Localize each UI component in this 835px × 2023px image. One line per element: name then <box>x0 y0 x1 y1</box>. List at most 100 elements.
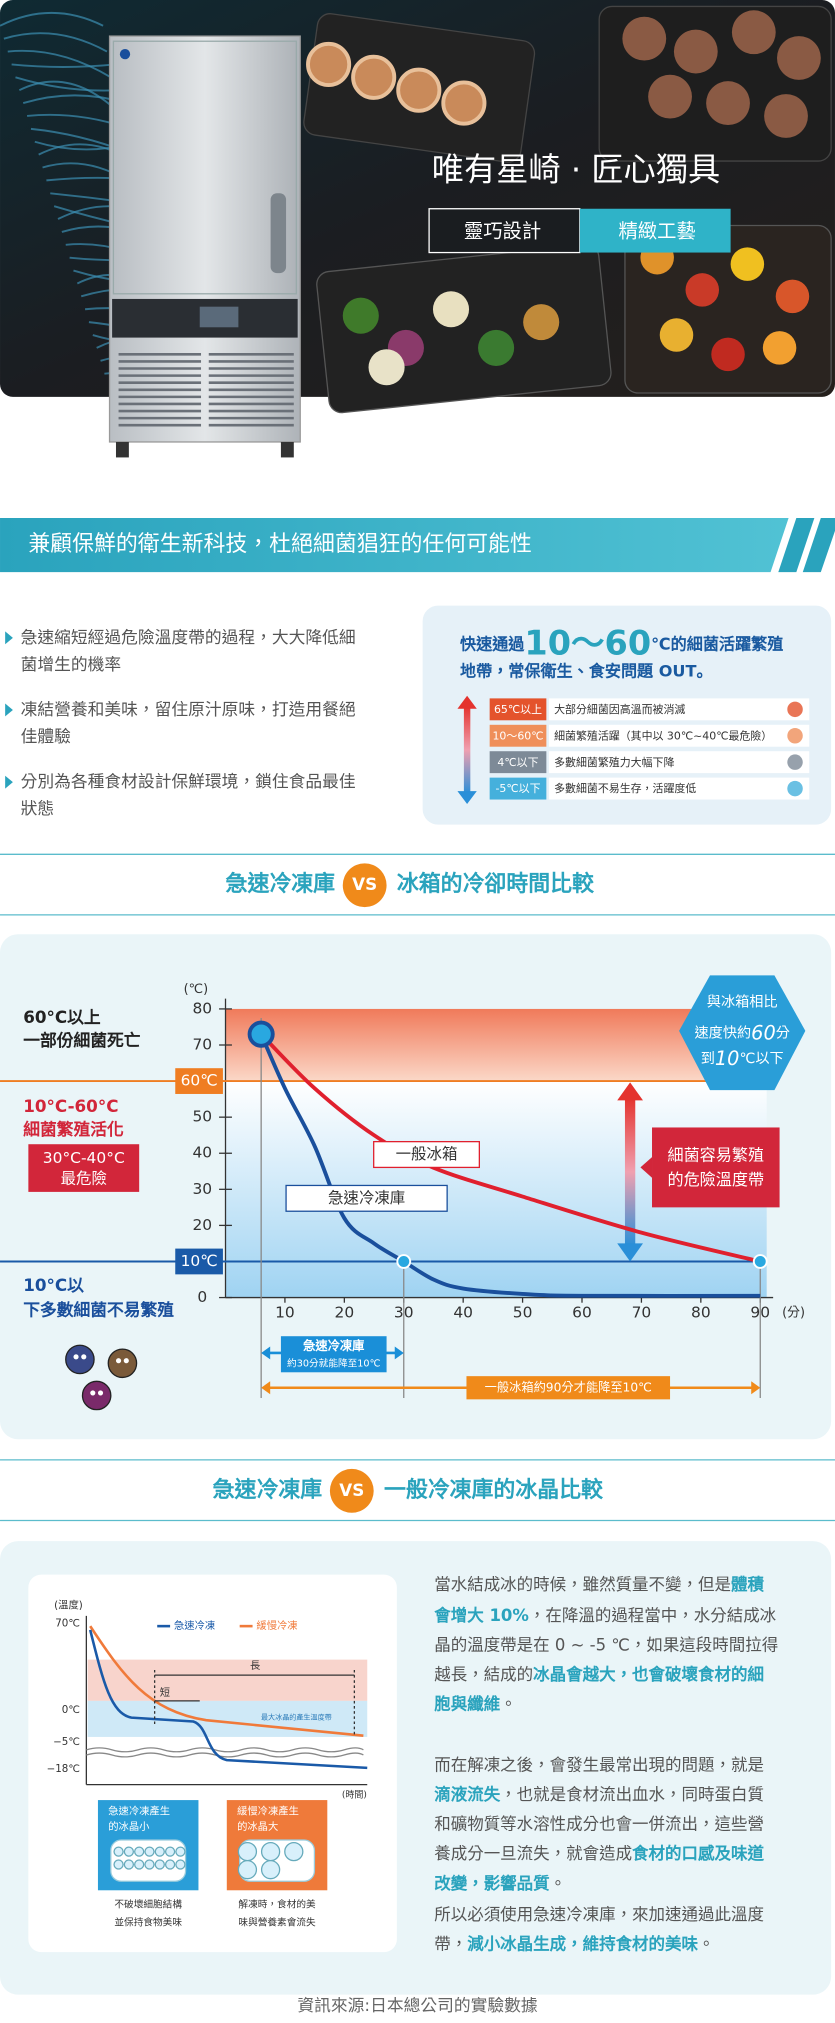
row-tag-text: 65℃以上 <box>494 703 542 716</box>
body-line: 會增大 10%，在降溫的過程當中，水分結成冰 <box>434 1604 776 1624</box>
diagram-y-label: −18℃ <box>47 1763 80 1775</box>
hero-title: 唯有星崎 · 匠心獨具 <box>432 150 720 188</box>
banner-slash <box>778 517 815 573</box>
ice-crystal <box>123 1846 135 1857</box>
ice-crystal <box>260 1860 281 1880</box>
zone-badge <box>175 1248 223 1275</box>
danger-arrow-head <box>617 1082 643 1101</box>
accent-text: 改變，影響品質 <box>434 1872 549 1892</box>
arrow-head <box>261 1381 271 1395</box>
tart <box>441 80 487 126</box>
danger-arrow-head <box>617 1243 643 1262</box>
bacteria <box>107 1348 138 1379</box>
text-segment: 地帶，常保衛生、食安問題 OUT。 <box>460 661 713 680</box>
section-title: 冰箱的冷卻時間比較 <box>397 871 595 897</box>
worst-box <box>28 1144 140 1192</box>
source-note: 資訊來源:日本總公司的實驗數據 <box>297 1995 537 2015</box>
hero-tag: 靈巧設計 <box>464 219 541 242</box>
zone-label: 一部份細菌死亡 <box>23 1030 141 1050</box>
fast-note: 約30分就能降至10℃ <box>287 1357 381 1369</box>
bracket-label: 長 <box>250 1660 260 1672</box>
crystal-caption: 解凍時，食材的美 <box>238 1898 316 1910</box>
meatball <box>731 10 776 55</box>
text-segment: 晶的溫度帶是在 0 ~ -5 ℃，如果這段時間拉得 <box>434 1634 778 1654</box>
row-icon <box>787 701 803 718</box>
ice-crystal <box>113 1846 124 1857</box>
x-tick-label: 80 <box>691 1304 711 1322</box>
ice-crystal <box>237 1841 258 1862</box>
danger-note: 的危險溫度帶 <box>668 1170 765 1189</box>
body-line: 帶，減小冰晶生成，維持食材的美味。 <box>434 1933 714 1953</box>
bacteria-eye <box>90 1390 96 1396</box>
body-line: 改變，影響品質。 <box>434 1872 566 1892</box>
row-text: 多數細菌不易生存，活躍度低 <box>554 781 696 795</box>
slow-note: 一般冰箱約90分才能降至10℃ <box>485 1379 652 1394</box>
diagram-y-label: −5℃ <box>53 1736 80 1748</box>
tag-box <box>579 208 731 253</box>
hot-zone <box>225 1008 767 1082</box>
row-text: 大部分細菌因高溫而被消滅 <box>554 702 685 716</box>
accent-text: 體積 <box>731 1573 764 1593</box>
tag-box <box>428 208 581 254</box>
machine-handle <box>270 193 287 274</box>
crystal-caption: 味與營養素會流失 <box>238 1916 316 1928</box>
vegetable <box>368 349 405 386</box>
ice-crystal <box>237 1860 258 1880</box>
y-tick-label: 40 <box>192 1144 212 1162</box>
end-point <box>752 1254 768 1269</box>
text-segment: 與冰箱相比 <box>707 993 778 1010</box>
vegetable <box>775 279 810 314</box>
bullet-text: 分別為各種食材設計保鮮環境，鎖住食品最佳 <box>21 771 356 791</box>
body-line: 而在解凍之後，會發生最常出現的問題，就是 <box>434 1755 764 1774</box>
section-title: 急速冷凍庫 <box>213 1477 323 1503</box>
row-tag-text: -5℃以下 <box>495 782 540 795</box>
text-segment: ℃以下 <box>739 1051 783 1067</box>
band-label: 最大冰晶的產生溫度帶 <box>261 1713 332 1722</box>
text-segment: 。 <box>500 1694 516 1713</box>
vs-text: VS <box>339 1480 364 1500</box>
worst-text: 30°C-40°C <box>43 1149 125 1167</box>
callout-text: 與冰箱相比 <box>707 993 778 1010</box>
callout-hex <box>679 975 806 1091</box>
series-label-box <box>373 1140 480 1169</box>
tart <box>306 41 352 87</box>
meatball <box>777 36 821 80</box>
accent-text: 冰晶會越大，也會破壞食材的細 <box>533 1664 764 1684</box>
body-line: 和礦物質等水溶性成分也會一併流出，這些營 <box>434 1813 764 1833</box>
vs-text: VS <box>352 874 377 894</box>
legend-text: 急速冷凍 <box>174 1619 215 1632</box>
x-tick-label: 50 <box>513 1304 533 1322</box>
accent-text: 60 <box>751 1021 776 1044</box>
headline: 快速通過10～60℃的細菌活躍繁殖 <box>460 623 783 662</box>
hero-tag: 精緻工藝 <box>619 219 696 242</box>
diagram-wave <box>86 1747 364 1753</box>
vs-badge <box>329 1468 374 1513</box>
ice-crystal <box>175 1859 186 1870</box>
ice-crystal <box>144 1859 155 1870</box>
bracket-label: 短 <box>160 1686 170 1699</box>
text-segment: 。 <box>550 1873 566 1892</box>
arrow-head <box>261 1346 271 1360</box>
row-tag-text: 4℃以下 <box>497 756 538 769</box>
zone-badge-text: 10℃ <box>181 1252 218 1270</box>
ice-crystal <box>260 1841 281 1862</box>
text-segment: ，在降溫的過程當中，水分結成冰 <box>529 1605 777 1624</box>
vegetable <box>432 291 470 328</box>
x-tick-label: 40 <box>453 1304 473 1322</box>
diagram-y-label: 0℃ <box>62 1704 80 1716</box>
accent-text: 胞與纖維 <box>433 1693 500 1713</box>
vegetable <box>659 318 694 352</box>
zone-label: 60°C以上 <box>23 1007 101 1027</box>
bullet-text: 佳體驗 <box>21 726 72 746</box>
text-segment: 養成分一旦流失，就會造成 <box>434 1844 632 1863</box>
section-title: 一般冷凍庫的冰晶比較 <box>384 1477 604 1503</box>
text-segment: 和礦物質等水溶性成分也會一併流出，這些營 <box>434 1813 764 1833</box>
danger-arrow <box>624 1097 636 1247</box>
noodle <box>3 32 108 53</box>
banner-bar <box>0 517 789 573</box>
arrow-head <box>751 1381 761 1395</box>
ice-crystal <box>164 1846 176 1857</box>
y-tick-label: 70 <box>192 1036 212 1054</box>
danger-note: 細菌容易繁殖 <box>668 1145 765 1164</box>
